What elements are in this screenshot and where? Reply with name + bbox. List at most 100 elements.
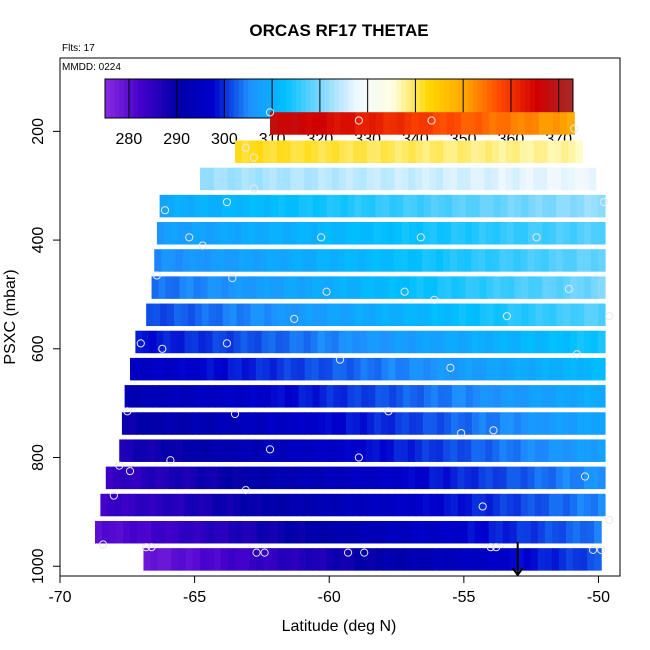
heatmap-cell [450, 222, 459, 245]
heatmap-cell [453, 548, 461, 571]
heatmap-cell [569, 249, 578, 272]
heatmap-cell [305, 194, 314, 218]
heatmap-cell [354, 548, 363, 571]
heatmap-cell [193, 276, 201, 299]
heatmap-cell [541, 249, 550, 272]
heatmap-cell [137, 520, 145, 544]
heatmap-cell [472, 357, 480, 381]
heatmap-cell [340, 112, 349, 135]
heatmap-cell [499, 330, 508, 354]
colorbar-segment [224, 79, 230, 118]
heatmap-cell [422, 493, 431, 517]
heatmap-cell [521, 276, 529, 299]
heatmap-cell [555, 466, 564, 490]
heatmap-cell [415, 493, 424, 517]
heatmap-cell [313, 303, 321, 327]
heatmap-cell [338, 330, 347, 354]
heatmap-cell [563, 276, 571, 299]
heatmap-cell [450, 249, 458, 272]
data-point [136, 339, 145, 348]
heatmap-cell [590, 222, 599, 245]
heatmap-cell [400, 439, 409, 462]
heatmap-cell [394, 330, 403, 354]
heatmap-cell [446, 520, 455, 544]
colorbar-segment [238, 79, 244, 118]
heatmap-cell [505, 140, 514, 163]
heatmap-cell [478, 466, 487, 490]
heatmap-cell [257, 303, 265, 327]
heatmap-cell [204, 466, 212, 490]
heatmap-cell [551, 548, 560, 571]
heatmap-cell [249, 276, 257, 299]
heatmap-cell [556, 276, 564, 299]
heatmap-cell [366, 412, 375, 435]
heatmap-cell [486, 385, 495, 408]
heatmap-cell [389, 385, 397, 408]
heatmap-cell [401, 222, 410, 245]
heatmap-cell [555, 439, 564, 462]
heatmap-cell [562, 222, 571, 245]
heatmap-cell [375, 303, 384, 327]
colorbar-segment [458, 79, 464, 118]
heatmap-cell [196, 439, 205, 462]
heatmap-cell [570, 357, 578, 381]
heatmap-cell [477, 167, 486, 191]
heatmap-cell [338, 412, 347, 435]
heatmap-cell [450, 439, 458, 462]
heatmap-cell [178, 548, 187, 571]
colorbar-segment [463, 79, 469, 118]
heatmap-cell [521, 385, 530, 408]
data-point [400, 287, 409, 296]
heatmap-cell [584, 276, 592, 299]
colorbar-segment [544, 79, 550, 118]
heatmap-cell [126, 466, 135, 490]
heatmap-cell [346, 140, 354, 163]
heatmap-cell [213, 357, 222, 381]
heatmap-cell [506, 466, 515, 490]
heatmap-cell [383, 520, 391, 544]
heatmap-cell [577, 194, 585, 218]
heatmap-cell [198, 412, 207, 435]
heatmap-cell [421, 439, 430, 462]
heatmap-cell [456, 167, 465, 191]
heatmap-cell [590, 412, 599, 435]
heatmap-cell [240, 330, 249, 354]
heatmap-cell [208, 194, 216, 218]
data-point [430, 295, 439, 304]
heatmap-cell [282, 493, 291, 517]
heatmap-cell [157, 357, 166, 381]
heatmap-cell [184, 222, 193, 245]
heatmap-cell [492, 466, 501, 490]
heatmap-cell [562, 249, 571, 272]
heatmap-cell [514, 385, 523, 408]
heatmap-cell [500, 357, 508, 381]
heatmap-cell [562, 412, 571, 435]
heatmap-cell [151, 520, 159, 544]
heatmap-cell [163, 330, 172, 354]
heatmap-cell [277, 112, 285, 135]
heatmap-cell [277, 520, 286, 544]
heatmap-cell [270, 112, 278, 135]
heatmap-cell [198, 493, 207, 517]
data-point [185, 233, 194, 242]
heatmap-cell [361, 385, 369, 408]
heatmap-cell [276, 357, 285, 381]
heatmap-cell [173, 385, 181, 408]
heatmap-cell [484, 167, 493, 191]
heatmap-cell [520, 412, 529, 435]
heatmap-cell [386, 439, 395, 462]
x-axis: -70 -65 -60 -55 -50 [48, 575, 610, 606]
heatmap-cell [555, 412, 564, 435]
heatmap-cell [446, 548, 454, 571]
heatmap-bands [95, 112, 606, 571]
heatmap-cell [351, 466, 360, 490]
heatmap-cell [330, 439, 339, 462]
data-point [317, 233, 326, 242]
heatmap-cell [527, 412, 536, 435]
heatmap-cell [527, 493, 536, 517]
heatmap-cell [429, 466, 437, 490]
heatmap-cell [458, 357, 466, 381]
heatmap-cell [381, 357, 390, 381]
heatmap-cell [182, 439, 191, 462]
heatmap-cell [331, 330, 340, 354]
